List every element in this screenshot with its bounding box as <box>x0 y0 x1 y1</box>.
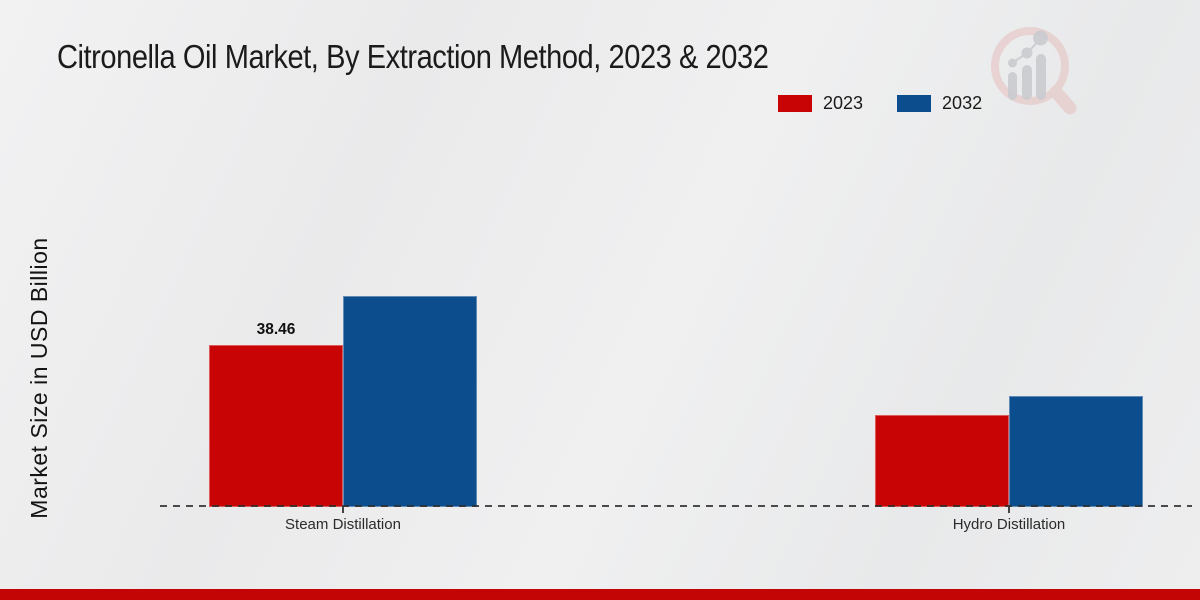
legend-item-2032: 2032 <box>897 93 982 114</box>
x-axis-category-label-hydro-distillation: Hydro Distillation <box>952 516 1066 533</box>
legend-swatch-2023 <box>778 95 812 112</box>
x-axis-tick-steam-distillation <box>342 507 344 513</box>
bar-2023-hydro-distillation <box>875 415 1009 507</box>
bar-2023-steam-distillation <box>209 345 343 507</box>
footer-red-bar <box>0 589 1200 600</box>
legend-item-2023: 2023 <box>778 93 863 114</box>
legend: 2023 2032 <box>778 93 982 114</box>
x-axis-tick-hydro-distillation <box>1008 507 1010 513</box>
bar-2032-hydro-distillation <box>1009 396 1143 507</box>
bar-2032-steam-distillation <box>343 296 477 507</box>
chart-title: Citronella Oil Market, By Extraction Met… <box>57 38 769 75</box>
legend-label-2023: 2023 <box>823 93 864 113</box>
x-axis-category-label-steam-distillation: Steam Distillation <box>285 516 401 533</box>
legend-swatch-2032 <box>897 95 932 112</box>
magnifier-bar-chart-logo-icon <box>991 27 1077 115</box>
x-axis-line <box>160 505 1192 507</box>
legend-label-2032: 2032 <box>942 93 983 113</box>
data-label-2023-steam-distillation: 38.46 <box>256 321 296 338</box>
